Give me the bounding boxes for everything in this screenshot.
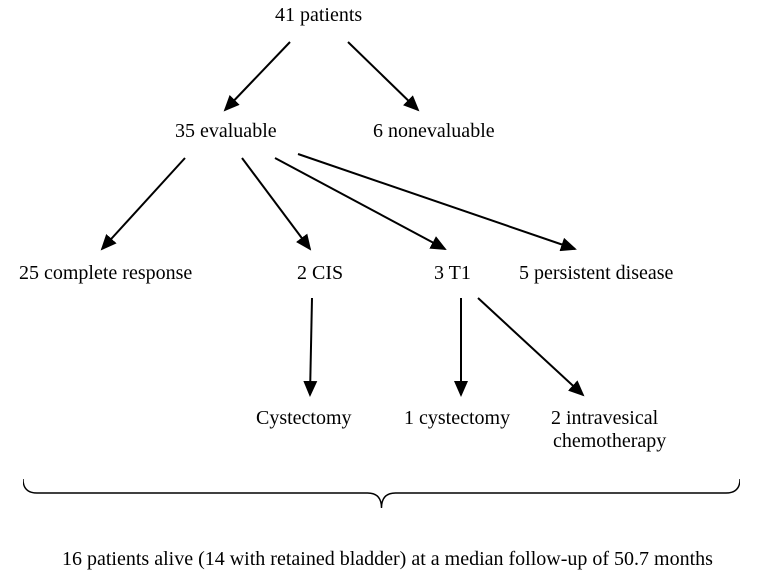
node-ivchemo-l1: 2 intravesical [551,407,658,430]
node-persist: 5 persistent disease [519,262,673,285]
summary-brace [23,477,740,510]
node-root: 41 patients [275,4,362,27]
node-label: Cystectomy [256,407,352,429]
summary-label: 16 patients alive (14 with retained blad… [62,548,713,570]
node-label: 1 cystectomy [404,407,510,429]
node-label: 5 persistent disease [519,262,673,284]
node-label: 41 patients [275,4,362,26]
summary-text: 16 patients alive (14 with retained blad… [62,548,713,571]
node-nonevaluable: 6 nonevaluable [373,120,495,143]
node-cis: 2 CIS [297,262,343,285]
diagram-stage: 41 patients 35 evaluable 6 nonevaluable … [0,0,776,582]
node-label: chemotherapy [553,430,666,452]
node-evaluable: 35 evaluable [175,120,277,143]
node-onecyst: 1 cystectomy [404,407,510,430]
node-label: 35 evaluable [175,120,277,142]
node-label: 3 T1 [434,262,471,284]
node-ivchemo-l2: chemotherapy [553,430,666,453]
node-label: 2 intravesical [551,407,658,429]
node-label: 6 nonevaluable [373,120,495,142]
node-t1: 3 T1 [434,262,471,285]
node-label: 2 CIS [297,262,343,284]
node-cystectomy: Cystectomy [256,407,352,430]
node-label: 25 complete response [19,262,192,284]
node-cr: 25 complete response [19,262,192,285]
